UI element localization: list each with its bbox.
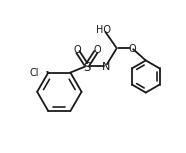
Text: O: O xyxy=(93,45,101,55)
Text: S: S xyxy=(83,61,91,74)
Text: N: N xyxy=(102,62,110,72)
Text: Cl: Cl xyxy=(30,68,39,78)
Text: O: O xyxy=(73,45,81,55)
Text: O: O xyxy=(128,44,136,54)
Text: HO: HO xyxy=(96,25,111,35)
